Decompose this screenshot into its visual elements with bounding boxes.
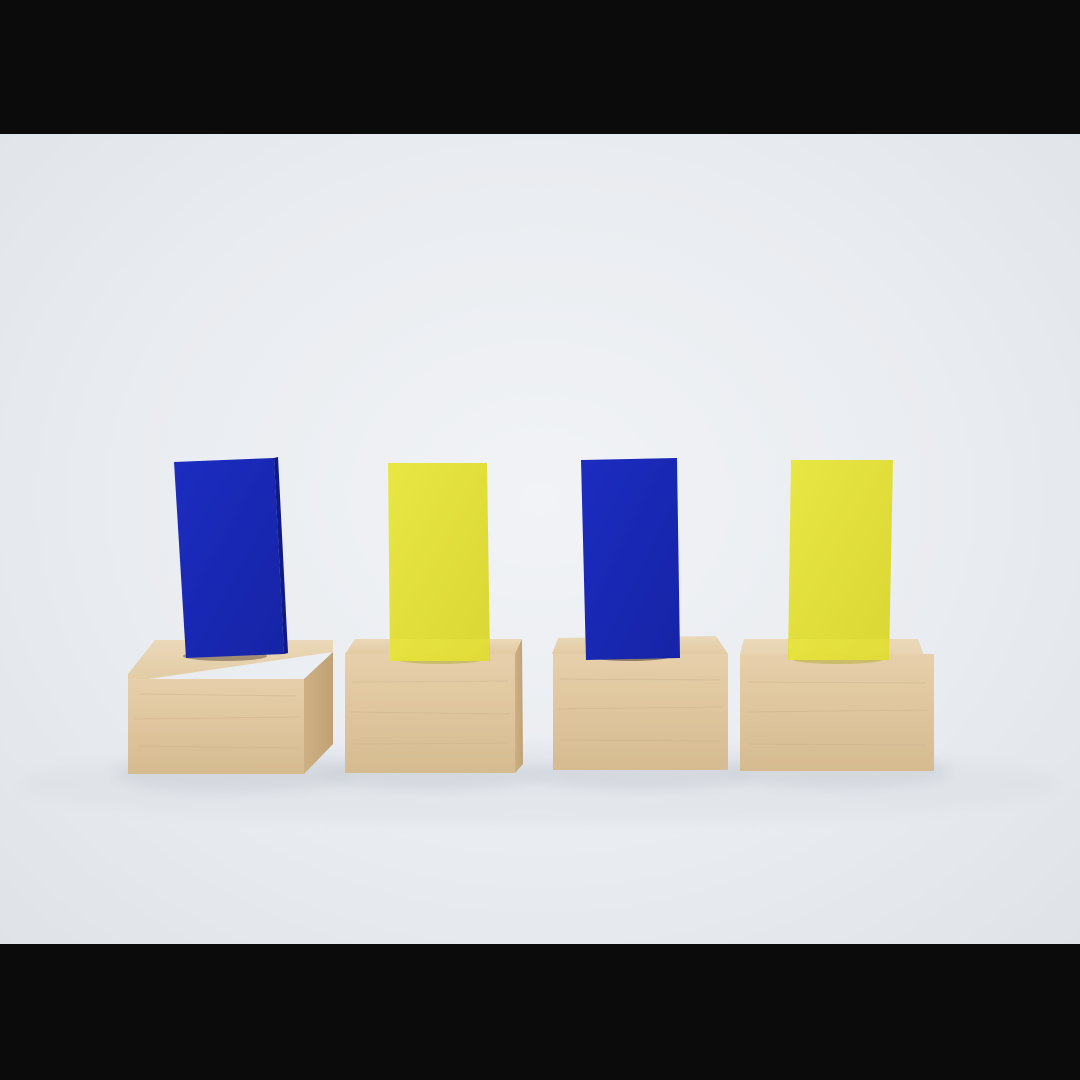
block-group-4 (726, 460, 950, 788)
acrylic-tile-yellow (788, 460, 893, 660)
wood-grain (745, 681, 929, 746)
wood-block-side (304, 652, 333, 774)
letterbox-top (0, 0, 1080, 134)
block-group-1 (115, 457, 355, 792)
block-group-3 (528, 458, 752, 790)
acrylic-tile-blue (581, 458, 680, 660)
wood-block-front (553, 654, 728, 770)
tile-base-glow (789, 639, 890, 660)
wood-block-side (515, 639, 523, 773)
scene-svg (20, 457, 1060, 824)
wood-grain (134, 693, 301, 749)
acrylic-tile-blue (174, 458, 284, 658)
wood-grain (349, 680, 511, 745)
wood-block-front (128, 679, 304, 774)
block-group-2 (322, 463, 542, 790)
photo (0, 134, 1080, 944)
letterbox-bottom (0, 944, 1080, 1080)
tile-edge (274, 457, 288, 654)
tile-base-glow (389, 639, 489, 661)
wood-block-front (740, 654, 934, 771)
wood-block-front (345, 654, 515, 773)
acrylic-tile-yellow (388, 463, 490, 661)
wood-grain (557, 678, 723, 742)
